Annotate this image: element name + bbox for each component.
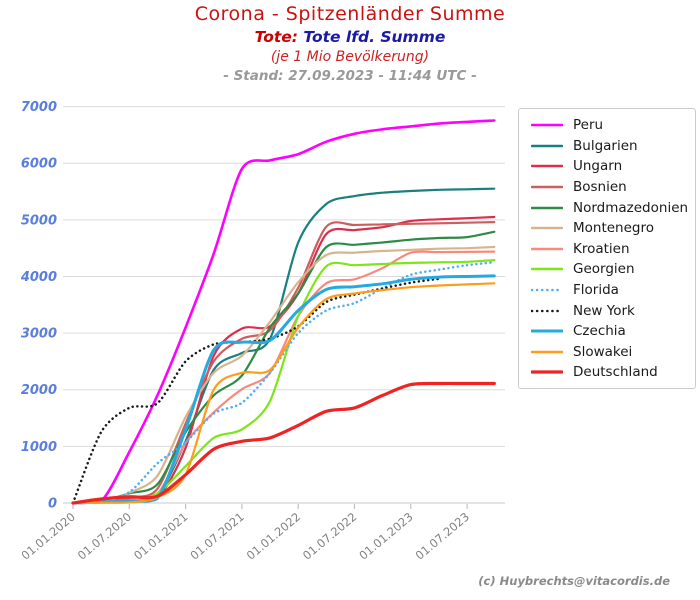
legend-label: Bulgarien xyxy=(573,137,638,154)
y-tick-label: 3000 xyxy=(21,327,57,342)
series-line-florida xyxy=(71,261,496,505)
subtitle-tote-label: Tote: xyxy=(254,28,298,46)
subtitle-metric-label: Tote lfd. Summe xyxy=(297,28,446,46)
series-line-montenegro xyxy=(71,245,496,505)
series-line-nordmazedonien xyxy=(71,230,496,505)
legend-swatch-nordmazedonien xyxy=(531,206,563,209)
legend-item-kroatien: Kroatien xyxy=(519,239,695,260)
x-tick-label: 01.01.2020 xyxy=(18,510,77,563)
legend-label: New York xyxy=(573,302,635,319)
legend-swatch-kroatien xyxy=(531,247,563,251)
y-tick-label: 6000 xyxy=(21,157,57,172)
y-tick-label: 1000 xyxy=(21,440,57,455)
legend-swatch-bosnien xyxy=(531,185,563,189)
subtitle-unit: (je 1 Mio Bevölkerung) xyxy=(270,49,430,65)
x-tick-label: 01.07.2022 xyxy=(300,510,359,563)
legend-label: Kroatien xyxy=(573,240,630,257)
legend-item-deutschland: Deutschland xyxy=(519,362,695,383)
legend-swatch-florida xyxy=(531,288,563,292)
legend-swatch-montenegro xyxy=(531,227,563,230)
series-line-peru xyxy=(71,119,496,505)
chart-title: Corona - Spitzenländer Summe xyxy=(194,3,506,25)
legend-label: Florida xyxy=(573,282,619,299)
legend-item-czechia: Czechia xyxy=(519,321,695,342)
legend-swatch-deutschland xyxy=(531,370,563,375)
legend-swatch-czechia xyxy=(531,329,563,333)
legend-swatch-bulgarien xyxy=(531,144,563,148)
legend-item-peru: Peru xyxy=(519,115,695,136)
legend-item-ungarn: Ungarn xyxy=(519,156,695,177)
legend: Peru Bulgarien Ungarn Bosnien Nordmazedonien… xyxy=(518,108,696,389)
legend-item-montenegro: Montenegro xyxy=(519,218,695,239)
legend-label: Bosnien xyxy=(573,179,627,196)
y-tick-label: 2000 xyxy=(21,383,57,398)
y-tick-label: 4000 xyxy=(20,270,57,285)
x-tick-label: 01.07.2021 xyxy=(187,510,246,563)
x-tick-label: 01.01.2023 xyxy=(356,510,415,563)
legend-swatch-georgien xyxy=(531,268,563,271)
legend-item-slowakei: Slowakei xyxy=(519,342,695,363)
legend-label: Ungarn xyxy=(573,158,623,175)
y-tick-label: 0 xyxy=(48,497,57,512)
legend-swatch-new-york xyxy=(531,309,563,312)
legend-item-nordmazedonien: Nordmazedonien xyxy=(519,197,695,218)
x-tick-label: 01.01.2022 xyxy=(244,510,303,563)
legend-label: Slowakei xyxy=(573,343,633,360)
legend-label: Peru xyxy=(573,117,604,134)
series-line-slowakei xyxy=(71,282,496,505)
legend-swatch-slowakei xyxy=(531,350,563,354)
legend-swatch-ungarn xyxy=(531,165,563,168)
legend-item-bulgarien: Bulgarien xyxy=(519,136,695,157)
credit-footer: (c) Huybrechts@vitacordis.de xyxy=(478,574,670,588)
legend-item-bosnien: Bosnien xyxy=(519,177,695,198)
x-tick-label: 01.01.2021 xyxy=(131,510,190,563)
chart-subtitle: Tote: Tote lfd. Summe xyxy=(0,28,700,46)
y-tick-label: 5000 xyxy=(21,213,57,228)
series-line-deutschland xyxy=(71,381,496,505)
legend-label: Nordmazedonien xyxy=(573,199,689,216)
legend-item-georgien: Georgien xyxy=(519,259,695,280)
legend-label: Czechia xyxy=(573,323,626,340)
legend-label: Georgien xyxy=(573,261,635,278)
series-line-new-york xyxy=(71,277,441,505)
legend-label: Montenegro xyxy=(573,220,655,237)
legend-label: Deutschland xyxy=(573,364,658,381)
x-tick-label: 01.07.2023 xyxy=(413,510,472,563)
stand-timestamp: - Stand: 27.09.2023 - 11:44 UTC - xyxy=(223,68,477,84)
legend-item-florida: Florida xyxy=(519,280,695,301)
legend-item-new-york: New York xyxy=(519,300,695,321)
legend-swatch-peru xyxy=(531,123,563,127)
y-tick-label: 7000 xyxy=(21,100,57,115)
series-line-kroatien xyxy=(71,250,496,505)
x-tick-label: 01.07.2020 xyxy=(75,510,134,563)
